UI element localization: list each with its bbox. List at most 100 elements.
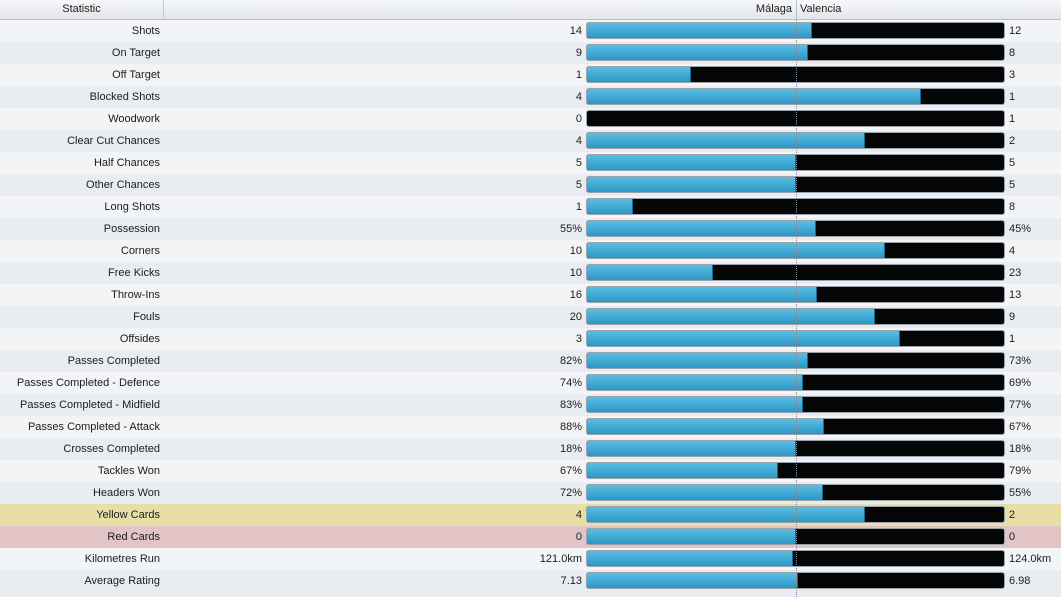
home-share-fill [587, 309, 875, 324]
table-row[interactable]: Passes Completed - Attack 88% 67% [0, 416, 1061, 438]
comparison-bar [587, 485, 1004, 500]
table-row[interactable]: Shots 14 12 [0, 20, 1061, 42]
away-value: 79% [1009, 465, 1032, 477]
home-value: 10 [569, 267, 582, 279]
table-row[interactable]: Headers Won 72% 55% [0, 482, 1061, 504]
stat-label: Fouls [133, 311, 160, 323]
home-value: 10 [569, 245, 582, 257]
home-value: 82% [559, 355, 582, 367]
away-value: 2 [1009, 135, 1016, 147]
comparison-bar [587, 67, 1004, 82]
table-row[interactable]: Throw-Ins 16 13 [0, 284, 1061, 306]
table-row[interactable]: Red Cards 0 0 [0, 526, 1061, 548]
home-value: 4 [575, 509, 582, 521]
stat-label: Half Chances [93, 157, 160, 169]
comparison-bar [587, 199, 1004, 214]
away-value: 5 [1009, 179, 1016, 191]
table-row[interactable]: Crosses Completed 18% 18% [0, 438, 1061, 460]
statistic-column-header[interactable]: Statistic [0, 0, 164, 19]
comparison-bar [587, 551, 1004, 566]
away-value: 2 [1009, 509, 1016, 521]
comparison-bar [587, 23, 1004, 38]
table-row[interactable]: Passes Completed 82% 73% [0, 350, 1061, 372]
away-value: 1 [1009, 91, 1016, 103]
stat-label: On Target [111, 47, 160, 59]
home-share-fill [587, 133, 866, 148]
table-row[interactable]: Woodwork 0 1 [0, 108, 1061, 130]
stat-label: Passes Completed - Defence [16, 377, 160, 389]
home-value: 74% [559, 377, 582, 389]
home-share-fill [587, 155, 796, 170]
away-value: 6.98 [1009, 575, 1031, 587]
home-value: 1 [575, 69, 582, 81]
comparison-bar [587, 331, 1004, 346]
comparison-bar [587, 573, 1004, 588]
home-value: 72% [559, 487, 582, 499]
table-row[interactable]: Tackles Won 67% 79% [0, 460, 1061, 482]
away-value: 8 [1009, 47, 1016, 59]
stat-label: Headers Won [92, 487, 160, 499]
home-share-fill [587, 463, 779, 478]
home-share-fill [587, 89, 921, 104]
stat-label: Shots [131, 25, 160, 37]
away-value: 73% [1009, 355, 1032, 367]
comparison-bar [587, 155, 1004, 170]
away-value: 5 [1009, 157, 1016, 169]
table-row[interactable]: Kilometres Run 121.0km 124.0km [0, 548, 1061, 570]
comparison-bar [587, 177, 1004, 192]
stat-label: Off Target [112, 69, 160, 81]
stat-label: Throw-Ins [111, 289, 160, 301]
comparison-bar [587, 45, 1004, 60]
away-team-header[interactable]: Valencia [800, 3, 842, 15]
home-share-fill [587, 243, 885, 258]
stat-label: Kilometres Run [84, 553, 160, 565]
table-row[interactable]: Other Chances 5 5 [0, 174, 1061, 196]
table-row[interactable]: Possession 55% 45% [0, 218, 1061, 240]
table-row[interactable]: Offsides 3 1 [0, 328, 1061, 350]
home-share-fill [587, 67, 692, 82]
stat-label: Woodwork [108, 113, 160, 125]
stat-label: Tackles Won [97, 465, 160, 477]
table-row[interactable]: Fouls 20 9 [0, 306, 1061, 328]
home-value: 55% [559, 223, 582, 235]
table-row[interactable]: Yellow Cards 4 2 [0, 504, 1061, 526]
away-value: 69% [1009, 377, 1032, 389]
home-value: 4 [575, 91, 582, 103]
table-row[interactable]: Half Chances 5 5 [0, 152, 1061, 174]
stat-label: Yellow Cards [96, 509, 160, 521]
stats-table: Shots 14 12 On Target 9 8 Off Target 1 3 Blocked … [0, 20, 1061, 592]
stat-label: Passes Completed [67, 355, 160, 367]
table-row[interactable]: Free Kicks 10 23 [0, 262, 1061, 284]
comparison-bar [587, 353, 1004, 368]
home-share-fill [587, 265, 714, 280]
home-value: 88% [559, 421, 582, 433]
away-value: 3 [1009, 69, 1016, 81]
table-row[interactable]: Passes Completed - Midfield 83% 77% [0, 394, 1061, 416]
home-value: 0 [575, 113, 582, 125]
comparison-bar [587, 397, 1004, 412]
home-value: 16 [569, 289, 582, 301]
home-share-fill [587, 397, 804, 412]
home-share-fill [587, 507, 866, 522]
table-row[interactable]: Off Target 1 3 [0, 64, 1061, 86]
home-value: 20 [569, 311, 582, 323]
table-row[interactable]: Clear Cut Chances 4 2 [0, 130, 1061, 152]
away-value: 55% [1009, 487, 1032, 499]
table-row[interactable]: Average Rating 7.13 6.98 [0, 570, 1061, 592]
away-value: 124.0km [1009, 553, 1052, 565]
home-value: 5 [575, 179, 582, 191]
table-row[interactable]: On Target 9 8 [0, 42, 1061, 64]
home-team-header[interactable]: Málaga [755, 3, 792, 15]
table-row[interactable]: Passes Completed - Defence 74% 69% [0, 372, 1061, 394]
away-value: 13 [1009, 289, 1022, 301]
home-value: 14 [569, 25, 582, 37]
away-value: 1 [1009, 113, 1016, 125]
home-value: 7.13 [560, 575, 582, 587]
comparison-bar [587, 419, 1004, 434]
home-value: 5 [575, 157, 582, 169]
table-row[interactable]: Corners 10 4 [0, 240, 1061, 262]
away-value: 8 [1009, 201, 1016, 213]
stat-label: Passes Completed - Attack [27, 421, 160, 433]
table-row[interactable]: Long Shots 1 8 [0, 196, 1061, 218]
table-row[interactable]: Blocked Shots 4 1 [0, 86, 1061, 108]
